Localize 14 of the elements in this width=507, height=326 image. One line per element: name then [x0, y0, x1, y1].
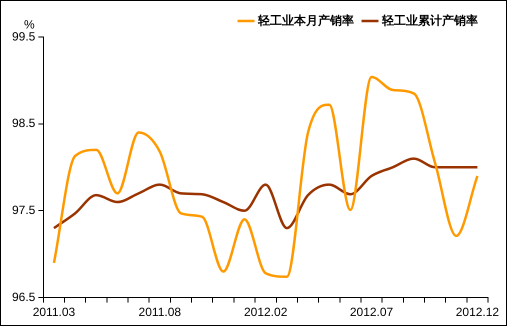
legend-label: 轻工业累计产销率 — [381, 13, 478, 28]
legend-label: 轻工业本月产销率 — [257, 13, 354, 28]
line-series — [52, 76, 479, 278]
x-tick-label: 2012.07 — [350, 305, 394, 320]
y-tick-label: 99.5 — [12, 29, 36, 44]
y-tick-label: 98.5 — [12, 116, 36, 130]
x-tick-label: 2012.12 — [456, 305, 500, 320]
x-tick-label: 2012.02 — [244, 305, 288, 320]
y-tick-label: 96.5 — [12, 290, 36, 304]
x-tick-label: 2011.03 — [32, 305, 76, 320]
line-series — [52, 157, 479, 230]
x-tick-label: 2011.08 — [138, 305, 182, 320]
y-axis-title: % — [24, 17, 36, 32]
y-tick-label: 97.5 — [12, 203, 36, 218]
